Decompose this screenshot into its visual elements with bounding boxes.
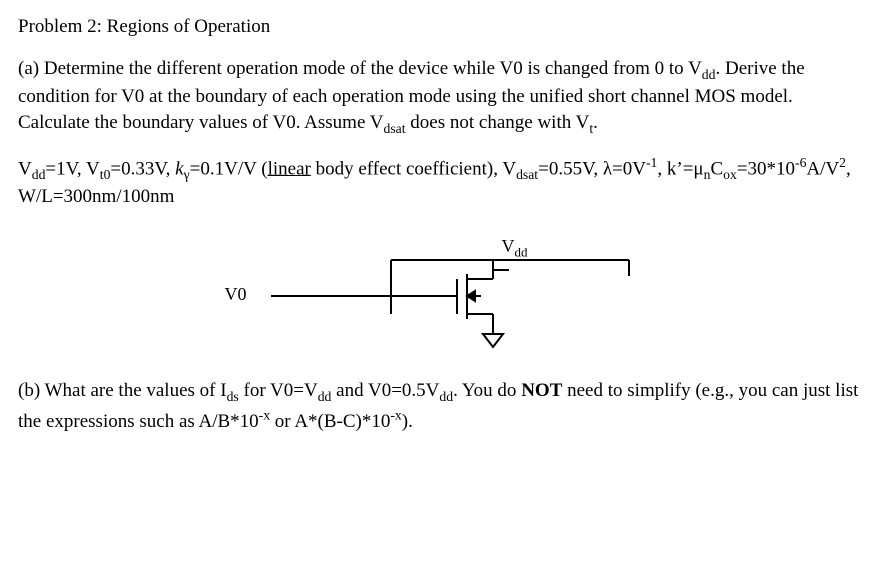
part-a-body: Determine the different operation mode o…: [18, 58, 805, 133]
circuit-svg: [221, 234, 661, 354]
part-b-text: (b) What are the values of Ids for V0=Vd…: [18, 378, 863, 434]
circuit-diagram-wrap: V0 Vdd: [18, 234, 863, 354]
part-a-label: (a): [18, 58, 39, 79]
part-b-body: What are the values of Ids for V0=Vdd an…: [18, 380, 858, 432]
parameters-line: Vdd=1V, Vt0=0.33V, kγ=0.1V/V (linear bod…: [18, 154, 863, 210]
problem-title: Problem 2: Regions of Operation: [18, 14, 863, 40]
part-b-label: (b): [18, 380, 40, 401]
v0-label: V0: [225, 282, 247, 306]
vdd-label: Vdd: [502, 234, 528, 261]
part-a-text: (a) Determine the different operation mo…: [18, 56, 863, 138]
circuit-diagram: V0 Vdd: [221, 234, 661, 354]
